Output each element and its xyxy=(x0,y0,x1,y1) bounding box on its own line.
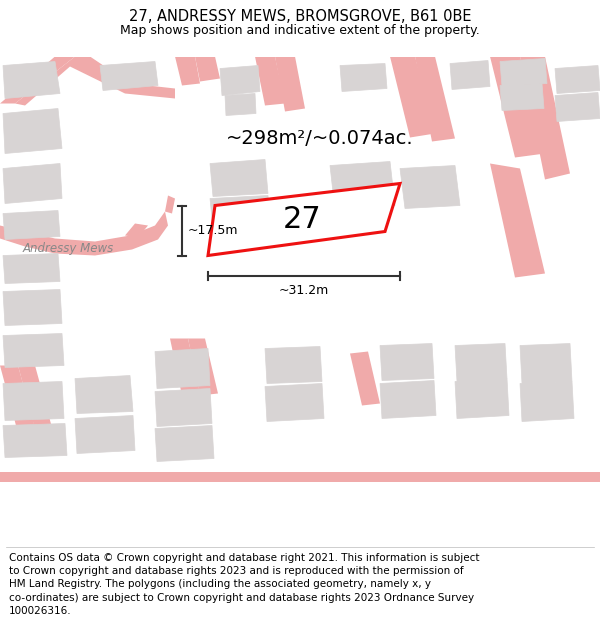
Polygon shape xyxy=(18,366,55,441)
Polygon shape xyxy=(555,66,600,94)
Text: Contains OS data © Crown copyright and database right 2021. This information is : Contains OS data © Crown copyright and d… xyxy=(9,553,479,616)
Polygon shape xyxy=(520,344,572,384)
Polygon shape xyxy=(3,334,64,367)
Polygon shape xyxy=(380,344,434,381)
Polygon shape xyxy=(170,339,200,396)
Polygon shape xyxy=(100,61,158,91)
Polygon shape xyxy=(208,184,400,256)
Polygon shape xyxy=(3,254,60,284)
Polygon shape xyxy=(415,56,455,141)
Polygon shape xyxy=(265,346,322,384)
Polygon shape xyxy=(265,384,324,421)
Polygon shape xyxy=(75,416,135,454)
Text: Map shows position and indicative extent of the property.: Map shows position and indicative extent… xyxy=(120,24,480,37)
Polygon shape xyxy=(455,379,509,419)
Polygon shape xyxy=(3,289,62,326)
Polygon shape xyxy=(220,66,260,96)
Polygon shape xyxy=(155,389,212,426)
Polygon shape xyxy=(155,349,210,389)
Polygon shape xyxy=(155,426,214,461)
Polygon shape xyxy=(450,61,490,89)
Polygon shape xyxy=(195,56,220,81)
Text: ~298m²/~0.074ac.: ~298m²/~0.074ac. xyxy=(226,129,414,148)
Text: Andressy Mews: Andressy Mews xyxy=(22,242,113,255)
Text: 27, ANDRESSY MEWS, BROMSGROVE, B61 0BE: 27, ANDRESSY MEWS, BROMSGROVE, B61 0BE xyxy=(129,9,471,24)
Polygon shape xyxy=(555,92,600,121)
Polygon shape xyxy=(490,164,545,278)
Polygon shape xyxy=(3,61,60,99)
Polygon shape xyxy=(520,56,570,179)
Polygon shape xyxy=(340,64,387,91)
Polygon shape xyxy=(500,59,547,86)
Polygon shape xyxy=(75,376,133,414)
Polygon shape xyxy=(490,56,545,158)
Polygon shape xyxy=(390,56,435,138)
Polygon shape xyxy=(350,351,380,406)
Polygon shape xyxy=(3,381,64,421)
Polygon shape xyxy=(225,94,256,116)
Polygon shape xyxy=(210,196,270,229)
Polygon shape xyxy=(3,211,60,239)
Polygon shape xyxy=(125,224,148,238)
Polygon shape xyxy=(0,211,168,256)
Polygon shape xyxy=(3,164,62,204)
Polygon shape xyxy=(380,381,436,419)
Text: ~31.2m: ~31.2m xyxy=(279,284,329,296)
Polygon shape xyxy=(0,56,75,104)
Polygon shape xyxy=(455,344,507,381)
Polygon shape xyxy=(255,56,285,106)
Polygon shape xyxy=(275,56,305,111)
Polygon shape xyxy=(175,56,200,86)
Text: 27: 27 xyxy=(283,204,322,234)
Polygon shape xyxy=(400,166,460,209)
Polygon shape xyxy=(0,366,38,441)
Polygon shape xyxy=(330,161,395,211)
Polygon shape xyxy=(15,56,175,106)
Polygon shape xyxy=(520,381,574,421)
Polygon shape xyxy=(210,159,268,196)
Polygon shape xyxy=(165,196,175,214)
Polygon shape xyxy=(3,109,62,154)
Polygon shape xyxy=(188,339,218,396)
Polygon shape xyxy=(500,84,544,111)
Polygon shape xyxy=(3,424,67,458)
Polygon shape xyxy=(0,471,600,481)
Text: ~17.5m: ~17.5m xyxy=(188,224,239,237)
